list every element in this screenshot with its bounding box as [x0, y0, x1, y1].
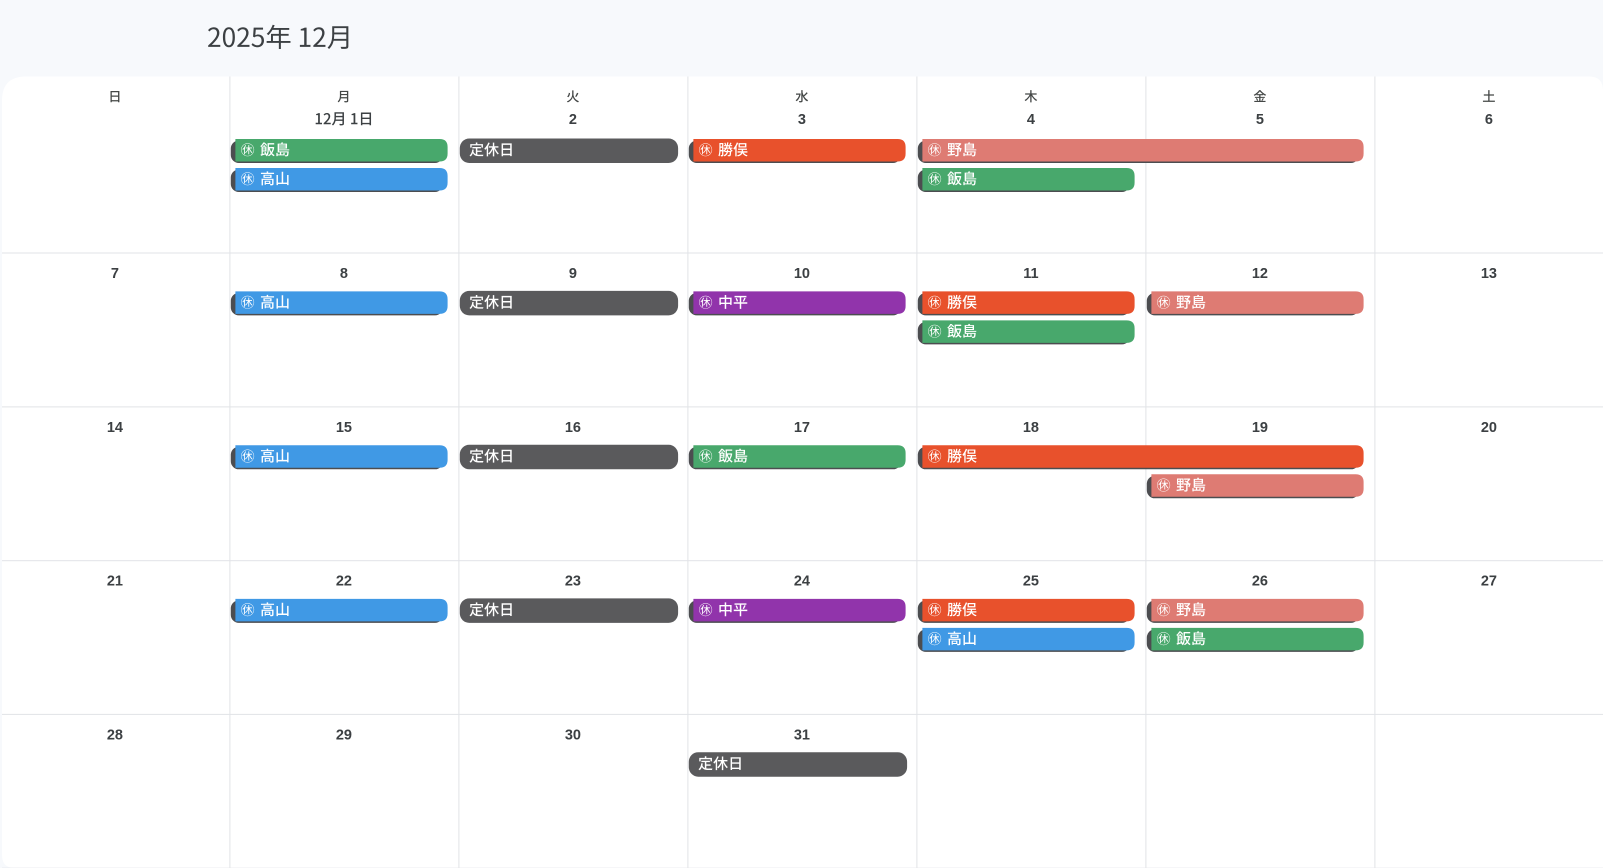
- svg-text:17: 17: [794, 420, 810, 436]
- svg-text:31: 31: [794, 727, 810, 743]
- svg-text:3: 3: [798, 112, 806, 128]
- svg-text:11: 11: [1023, 266, 1038, 282]
- svg-text:9: 9: [569, 266, 577, 282]
- svg-text:5: 5: [1256, 112, 1264, 128]
- svg-text:16: 16: [565, 420, 581, 436]
- svg-text:23: 23: [565, 574, 581, 590]
- svg-text:8: 8: [340, 266, 348, 282]
- svg-text:4: 4: [1027, 112, 1035, 128]
- svg-text:2: 2: [569, 112, 577, 128]
- svg-text:22: 22: [336, 574, 352, 590]
- svg-text:29: 29: [336, 727, 352, 743]
- svg-text:20: 20: [1481, 420, 1497, 436]
- svg-text:24: 24: [794, 574, 810, 590]
- svg-text:30: 30: [565, 727, 581, 743]
- svg-text:27: 27: [1481, 574, 1497, 590]
- svg-text:12: 12: [1252, 266, 1268, 282]
- svg-text:13: 13: [1481, 266, 1497, 282]
- svg-text:21: 21: [107, 574, 123, 590]
- svg-text:15: 15: [336, 420, 352, 436]
- svg-text:28: 28: [107, 727, 123, 743]
- svg-text:6: 6: [1485, 112, 1493, 128]
- svg-text:7: 7: [111, 266, 119, 282]
- svg-text:18: 18: [1023, 420, 1039, 436]
- svg-text:14: 14: [107, 420, 123, 436]
- svg-text:26: 26: [1252, 574, 1268, 590]
- svg-text:25: 25: [1023, 574, 1039, 590]
- svg-text:19: 19: [1252, 420, 1268, 436]
- svg-text:10: 10: [794, 266, 810, 282]
